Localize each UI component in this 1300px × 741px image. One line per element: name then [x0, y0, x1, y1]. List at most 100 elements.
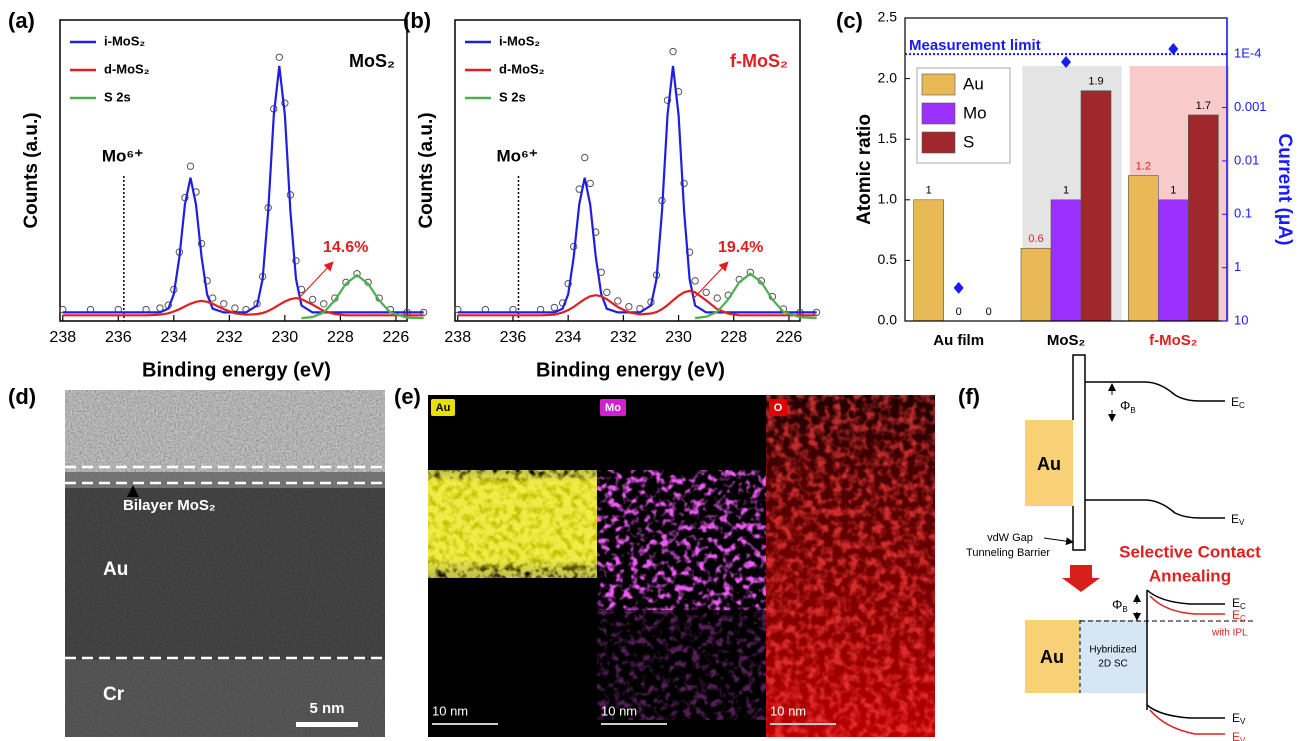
sample-label: f-MoS₂ [730, 51, 788, 71]
fit-curve [694, 272, 817, 320]
au-map-noise [428, 470, 597, 578]
data-point [614, 297, 622, 305]
value-label: 0 [956, 306, 962, 318]
x-tick-label: 238 [444, 329, 471, 346]
panel-label: (f) [958, 384, 980, 409]
data-point [353, 270, 361, 278]
element-tag [431, 399, 455, 416]
subscript: V [1239, 518, 1245, 527]
scale-label: 10 nm [601, 703, 637, 718]
x-axis-title: Binding energy (eV) [536, 359, 725, 381]
bar [1050, 199, 1082, 322]
subscript: C [1240, 602, 1246, 611]
annotation-arrow [297, 261, 334, 300]
element-label: O [774, 402, 783, 414]
tem-noise [65, 472, 385, 737]
ec-line [1146, 589, 1225, 605]
data-point [603, 288, 611, 297]
ec-label: EC [1232, 608, 1246, 623]
tem-panel: (d) Bilayer MoS₂ Au Cr 5 nm [8, 384, 385, 737]
x-tick-label: 230 [665, 329, 692, 346]
data-point [220, 300, 228, 308]
mo-map-sparse [597, 610, 766, 720]
plot-frame [59, 19, 408, 322]
legend-swatch [921, 73, 956, 96]
au-block [1025, 420, 1073, 506]
gap-label: vdW Gap [987, 532, 1033, 544]
ipl-label: with IPL [1211, 628, 1248, 639]
reference-label: Mo⁶⁺ [102, 146, 143, 165]
data-point [713, 294, 721, 302]
y-axis-title: Atomic ratio [854, 114, 875, 225]
au-block [1025, 620, 1080, 693]
y2-tick-label: 0.01 [1234, 152, 1259, 167]
symbol: E [1232, 608, 1240, 622]
bar [1080, 90, 1112, 322]
value-label: 1.7 [1196, 100, 1211, 112]
x-tick-label: 234 [160, 329, 187, 346]
data-point [308, 295, 317, 304]
legend-label: S [963, 132, 974, 151]
x-tick-label: 232 [216, 329, 243, 346]
element-tag [600, 399, 626, 416]
data-point [663, 96, 672, 104]
eds-panel: (e) Au Mo O 10 nm 10 nm 10 nm [394, 384, 935, 737]
data-point [691, 277, 699, 285]
y-axis-title: Counts (a.u.) [21, 112, 42, 228]
y-tick-label: 0.5 [878, 251, 898, 267]
y-tick-label: 0.0 [878, 312, 898, 328]
legend-swatch [921, 102, 956, 125]
fit-curve [457, 65, 817, 314]
x-tick-label: MoS₂ [1047, 332, 1085, 349]
x-tick-label: 226 [383, 329, 410, 346]
au-label: Au [1037, 454, 1061, 474]
data-point [550, 303, 559, 312]
symbol: E [1231, 395, 1239, 409]
data-point [186, 162, 195, 170]
legend-label: d-MoS₂ [104, 61, 150, 76]
x-tick-label: 228 [327, 329, 354, 346]
process-label: Annealing [1149, 566, 1231, 585]
legend-label: S 2s [104, 89, 131, 104]
x-tick-label: 238 [49, 329, 76, 346]
element-label: Au [436, 402, 451, 414]
x-axis-title: Binding energy (eV) [142, 359, 331, 381]
hybrid-label: Hybridized [1089, 645, 1136, 656]
data-point [680, 179, 688, 188]
legend-swatch [921, 131, 956, 154]
interface-lines [65, 465, 385, 660]
value-label: 0 [986, 306, 992, 318]
data-point [292, 257, 300, 265]
y-axis-title: Counts (a.u.) [416, 112, 437, 228]
x-tick-label: f-MoS₂ [1149, 332, 1197, 349]
data-point [581, 153, 589, 162]
data-point [59, 305, 67, 314]
x-tick-label: 228 [720, 329, 747, 346]
hybrid-label: 2D SC [1098, 659, 1127, 670]
data-point [564, 280, 572, 288]
annotation-arrow [692, 261, 729, 300]
legend-label: i-MoS₂ [104, 33, 145, 48]
y2-tick-label: 10 [1234, 312, 1248, 327]
data-point [203, 277, 211, 285]
ev-line [1085, 499, 1225, 519]
reference-label: Mo⁶⁺ [496, 146, 537, 165]
limit-label: Measurement limit [909, 37, 1041, 54]
bar [1188, 114, 1219, 322]
au-label: Au [1040, 647, 1064, 667]
data-point [231, 304, 239, 312]
subscript: V [1240, 736, 1246, 741]
subscript: B [1130, 406, 1135, 415]
value-label: 1 [1170, 185, 1176, 197]
symbol: E [1232, 730, 1240, 741]
fit-curve [457, 289, 817, 317]
subscript: B [1122, 605, 1127, 614]
scale-bar [296, 722, 358, 727]
scale-label: 5 nm [309, 700, 344, 717]
bar [1128, 175, 1159, 322]
symbol: Φ [1120, 398, 1130, 413]
ec-line [1085, 381, 1225, 402]
panel-label: (b) [403, 8, 431, 33]
value-label: 1 [1063, 185, 1069, 197]
